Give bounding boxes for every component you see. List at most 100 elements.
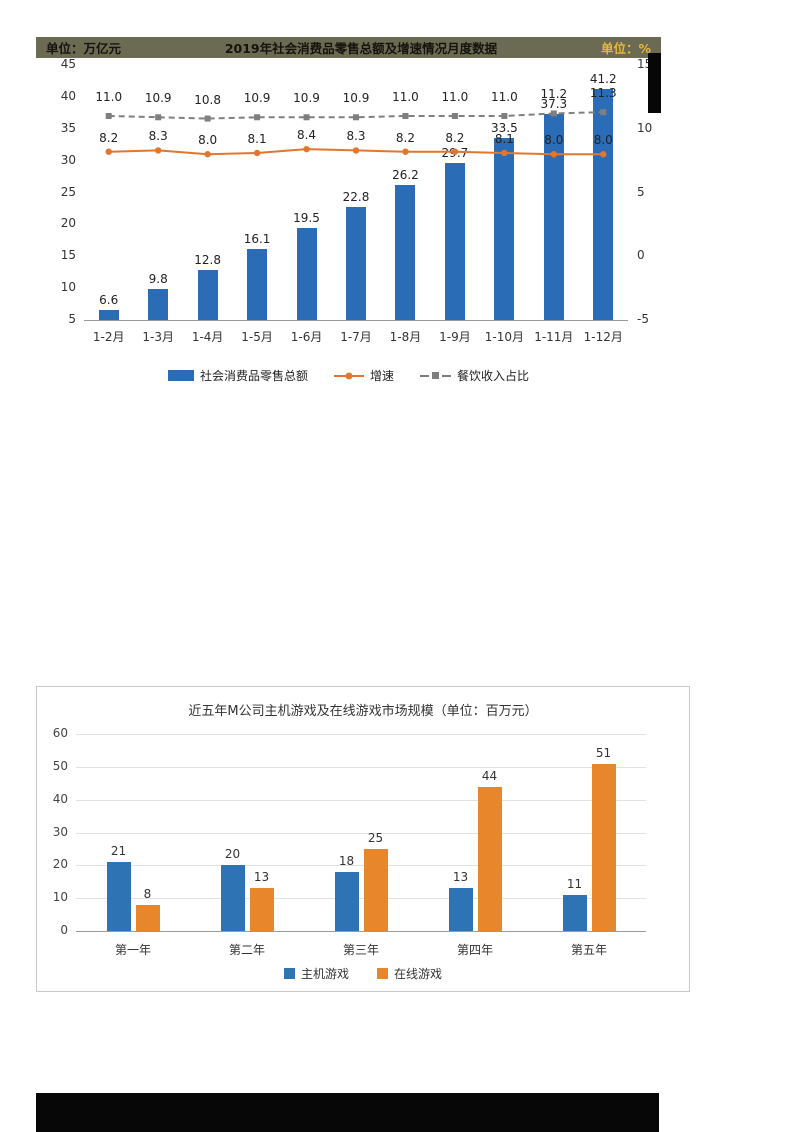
- growth-dot-marker: [204, 151, 211, 158]
- ratio-square-marker: [155, 114, 162, 121]
- console-games-bar: [106, 862, 131, 931]
- bar-value-label: 22.8: [342, 189, 370, 204]
- console-games-bar: [220, 865, 245, 931]
- scan-artifact-right-strip: [648, 53, 661, 113]
- ratio-value-label: 11.0: [392, 90, 419, 104]
- bar-value-label: 9.8: [148, 272, 168, 287]
- retail-chart-plot-area: 45 40 35 30 25 20 15 10 5 15 10 5 0 -5 6.6 1-2月 9.8 1-3月 1…: [36, 37, 661, 359]
- x-axis-category-label: 1-7月: [340, 330, 372, 344]
- legend-label: 增速: [369, 369, 394, 383]
- legend-label: 在线游戏: [394, 967, 443, 981]
- legend-item-online-games: 在线游戏: [377, 965, 442, 982]
- x-axis-category-label: 第五年: [570, 943, 608, 957]
- growth-dot-marker: [154, 147, 162, 154]
- y-axis-tick-label: 40: [52, 791, 68, 806]
- ratio-value-label: 10.9: [243, 91, 271, 106]
- x-axis-line: [76, 931, 646, 932]
- games-chart-plot-area: 0 10 20 30 40 50 60 21 8 第一年 20 13 第二年 18 25 第三年 13 44 第四年…: [37, 687, 689, 957]
- left-axis-tick-label: 10: [60, 280, 76, 295]
- growth-dot-marker: [501, 149, 508, 157]
- bar-value-label: 51: [595, 745, 612, 760]
- retail-total-bar: [247, 249, 268, 320]
- ratio-square-marker: [451, 113, 458, 119]
- retail-chart-title: 2019年社会消费品零售总额及增速情况月度数据: [224, 41, 498, 56]
- growth-value-label: 8.4: [296, 128, 317, 143]
- legend-label: 社会消费品零售总额: [199, 369, 308, 383]
- bar-value-label: 12.8: [194, 253, 221, 268]
- left-axis-unit-label: 单位：万亿元: [46, 41, 122, 56]
- ratio-square-marker: [501, 113, 508, 119]
- ratio-square-marker: [303, 114, 310, 121]
- x-axis-category-label: 1-5月: [241, 330, 273, 344]
- retail-combo-chart: 45 40 35 30 25 20 15 10 5 15 10 5 0 -5 6.6 1-2月 9.8 1-3月 1…: [36, 37, 661, 390]
- online-games-bar: [363, 848, 388, 931]
- line-series-layer: [105, 109, 607, 158]
- growth-dot-marker: [550, 151, 558, 158]
- retail-total-bar: [98, 309, 119, 320]
- ratio-square-marker: [353, 114, 359, 121]
- x-axis-category-label: 1-12月: [583, 330, 623, 344]
- gridline: [76, 865, 646, 867]
- growth-value-label: 8.2: [99, 130, 119, 145]
- growth-value-label: 8.3: [148, 129, 168, 144]
- x-axis-category-label: 1-3月: [142, 330, 174, 344]
- growth-dot-marker: [402, 148, 409, 155]
- ratio-square-marker: [254, 114, 261, 121]
- growth-dot-marker: [352, 147, 360, 154]
- x-axis-category-label: 第四年: [456, 943, 494, 957]
- console-games-bar: [448, 888, 473, 931]
- right-axis-tick-label: 0: [637, 248, 645, 263]
- y-axis-tick-label: 50: [52, 758, 68, 773]
- bar-value-label: 44: [481, 768, 498, 783]
- line-swatch-icon: [333, 372, 364, 379]
- growth-value-label: 8.3: [346, 129, 366, 144]
- retail-total-bar: [543, 114, 564, 320]
- growth-value-label: 8.0: [593, 133, 613, 148]
- retail-total-bar: [593, 89, 614, 320]
- growth-dot-marker: [451, 148, 459, 155]
- retail-total-bar: [494, 138, 515, 320]
- left-axis-tick-label: 25: [60, 184, 76, 199]
- bar-value-label: 37.3: [540, 97, 568, 112]
- dash-segment: [420, 374, 429, 377]
- dot-marker-icon: [345, 372, 353, 379]
- left-axis-tick-label: 35: [60, 120, 76, 135]
- retail-total-bar: [148, 289, 169, 320]
- ratio-value-label: 10.9: [293, 91, 320, 106]
- legend-item-dining-ratio: 餐饮收入占比: [420, 367, 529, 384]
- growth-dot-marker: [600, 151, 607, 158]
- y-axis-tick-label: 60: [52, 726, 68, 740]
- growth-dot-marker: [253, 149, 261, 157]
- left-axis-tick-label: 45: [60, 57, 76, 71]
- square-marker-icon: [432, 372, 439, 379]
- x-axis-category-label: 第一年: [114, 943, 152, 957]
- x-axis-category-label: 1-10月: [484, 330, 524, 344]
- ratio-value-label: 11.2: [540, 87, 568, 102]
- gridline: [76, 734, 646, 735]
- square-swatch-icon: [283, 968, 295, 979]
- bar-value-label: 20: [224, 847, 241, 862]
- bar-swatch-icon: [167, 370, 194, 381]
- growth-value-label: 8.2: [395, 130, 415, 145]
- retail-chart-header: 单位：万亿元 2019年社会消费品零售总额及增速情况月度数据 单位：%: [36, 37, 661, 58]
- growth-value-label: 8.1: [247, 131, 267, 146]
- left-axis-tick-label: 20: [60, 216, 76, 231]
- y-axis-tick-label: 10: [52, 890, 68, 905]
- ratio-square-marker: [105, 113, 112, 119]
- bar-value-label: 13: [253, 870, 270, 885]
- x-axis-category-label: 1-4月: [191, 330, 224, 344]
- growth-value-label: 8.2: [445, 130, 465, 145]
- x-axis-category-label: 1-11月: [534, 330, 574, 344]
- bar-value-label: 19.5: [293, 210, 320, 225]
- left-axis-tick-label: 5: [68, 312, 76, 326]
- console-games-bar: [334, 871, 359, 931]
- retail-total-bar: [296, 227, 317, 320]
- bar-value-label: 11: [566, 876, 583, 891]
- retail-total-bar: [444, 162, 465, 320]
- x-axis-category-label: 1-2月: [92, 330, 125, 344]
- ratio-square-marker: [402, 113, 409, 119]
- online-games-bar: [591, 763, 616, 931]
- right-axis-tick-label: 5: [637, 184, 645, 199]
- legend-label: 主机游戏: [300, 967, 349, 981]
